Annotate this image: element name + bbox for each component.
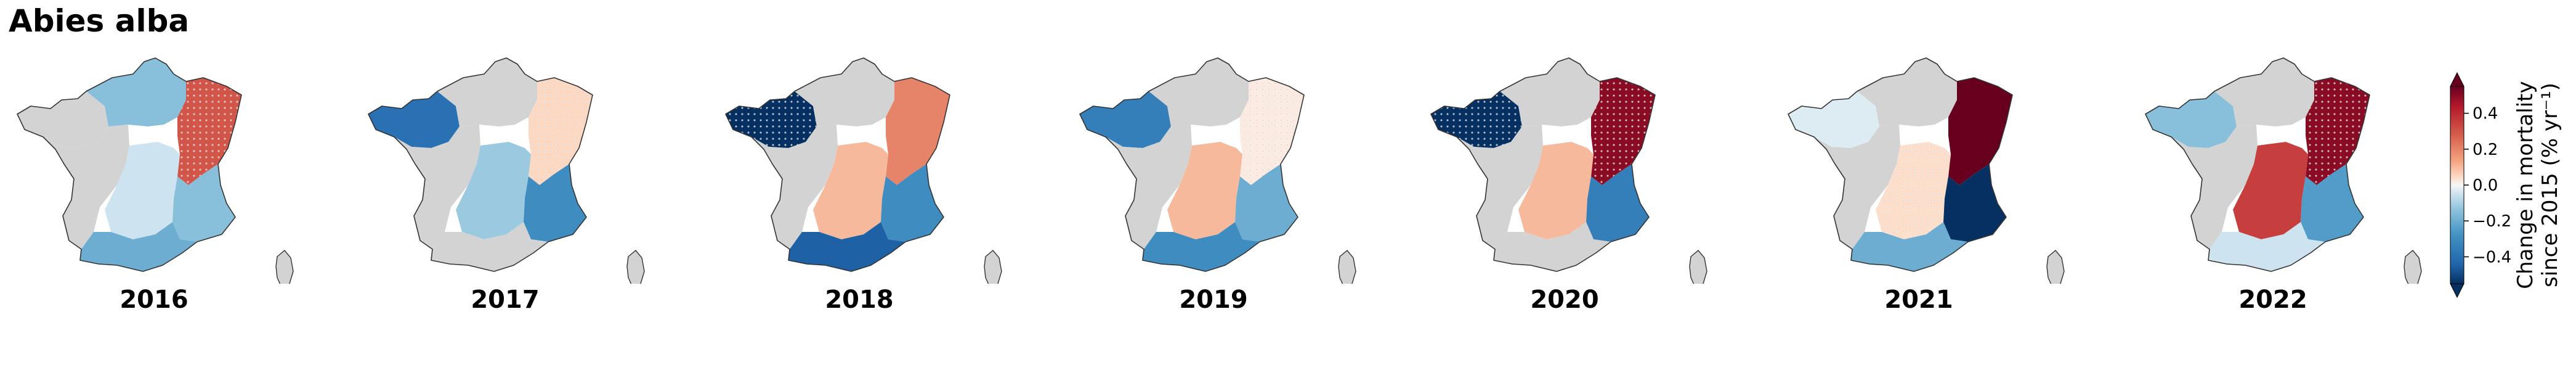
map-panel-2018 xyxy=(725,57,1002,284)
region-north xyxy=(795,58,894,126)
colorbar-label-line-2: since 2015 (% yr⁻¹) xyxy=(2538,83,2562,287)
region-center xyxy=(1457,125,1543,249)
region-pyrenees xyxy=(1494,222,1611,271)
figure-title: Abies alba xyxy=(9,3,190,39)
colorbar-extend-min xyxy=(2450,283,2465,299)
france-outline xyxy=(1788,57,2013,272)
region-alps xyxy=(2301,164,2363,242)
map-panel-2021 xyxy=(1788,57,2065,284)
region-massif-central xyxy=(456,142,531,239)
region-bretagne xyxy=(17,91,108,148)
france-outline xyxy=(1079,57,1305,272)
region-pyrenees xyxy=(788,222,905,271)
france-outline xyxy=(17,57,242,272)
france-outline xyxy=(368,57,593,272)
map-panels xyxy=(17,57,2422,284)
colorbar-tick-label: 0.2 xyxy=(2473,141,2498,159)
map-panel-2020 xyxy=(1430,57,1707,284)
significance-stipple xyxy=(1431,91,1522,148)
region-massif-central xyxy=(1167,142,1242,239)
region-bretagne xyxy=(2145,91,2237,148)
corsica xyxy=(275,250,294,284)
colorbar-tick-label: 0.4 xyxy=(2473,105,2498,123)
region-pyrenees xyxy=(80,222,197,271)
year-label-2017: 2017 xyxy=(471,286,540,314)
region-massif-central xyxy=(2233,142,2308,239)
region-center xyxy=(1814,125,1900,249)
year-label-2020: 2020 xyxy=(1530,286,1599,314)
region-north xyxy=(1500,58,1600,126)
region-alps xyxy=(524,164,586,242)
year-label-2018: 2018 xyxy=(825,286,894,314)
region-alps xyxy=(172,164,235,242)
colorbar-label-line-1: Change in mortality xyxy=(2513,81,2538,289)
colorbar: 0.4 0.2 0.0 −0.2 −0.4 xyxy=(2450,72,2511,299)
map-panel-2022 xyxy=(2145,57,2422,284)
map-panel-2016 xyxy=(17,57,294,284)
corsica xyxy=(1689,250,1707,284)
colorbar-tick-label: −0.2 xyxy=(2473,212,2511,231)
region-alps xyxy=(881,164,944,242)
region-bretagne xyxy=(1788,91,1879,148)
france-outline xyxy=(2145,57,2370,272)
region-north xyxy=(1857,58,1957,126)
region-alps xyxy=(1235,164,1298,242)
significance-stipple xyxy=(2306,78,2370,185)
region-center xyxy=(2171,125,2258,249)
region-massif-central xyxy=(1518,142,1594,239)
region-massif-central xyxy=(105,142,180,239)
region-center xyxy=(394,125,480,249)
region-north xyxy=(1149,58,1249,126)
colorbar-tick-label: −0.4 xyxy=(2473,248,2511,266)
map-panel-2017 xyxy=(368,57,645,284)
corsica xyxy=(2046,250,2065,284)
region-northeast xyxy=(1948,78,2012,185)
region-north xyxy=(86,58,186,126)
region-center xyxy=(751,125,838,249)
france-outline xyxy=(1430,57,1656,272)
region-north xyxy=(437,58,537,126)
year-label-2016: 2016 xyxy=(119,286,188,314)
significance-stipple xyxy=(726,91,817,148)
region-northeast xyxy=(886,78,950,185)
colorbar-extend-max xyxy=(2450,72,2465,87)
corsica xyxy=(1338,250,1356,284)
region-bretagne xyxy=(368,91,460,148)
region-center xyxy=(43,125,129,249)
region-center xyxy=(1106,125,1192,249)
region-alps xyxy=(1586,164,1649,242)
year-label-2022: 2022 xyxy=(2238,286,2307,314)
region-bretagne xyxy=(1080,91,1171,148)
france-outline xyxy=(725,57,950,272)
colorbar-gradient xyxy=(2450,86,2465,284)
region-pyrenees xyxy=(1851,222,1968,271)
region-pyrenees xyxy=(431,222,548,271)
region-alps xyxy=(1943,164,2006,242)
region-pyrenees xyxy=(2208,222,2325,271)
corsica xyxy=(626,250,645,284)
year-label-2021: 2021 xyxy=(1884,286,1953,314)
significance-stipple xyxy=(529,78,593,185)
corsica xyxy=(2404,250,2422,284)
map-panel-2019 xyxy=(1079,57,1356,284)
colorbar-tick-label: 0.0 xyxy=(2473,176,2498,195)
significance-stipple xyxy=(1240,78,1304,185)
significance-stipple xyxy=(177,78,241,185)
corsica xyxy=(984,250,1002,284)
region-massif-central xyxy=(813,142,888,239)
year-label-2019: 2019 xyxy=(1179,286,1248,314)
significance-stipple xyxy=(1591,78,1655,185)
region-pyrenees xyxy=(1143,222,1260,271)
significance-stipple xyxy=(1876,142,1951,239)
region-north xyxy=(2214,58,2314,126)
